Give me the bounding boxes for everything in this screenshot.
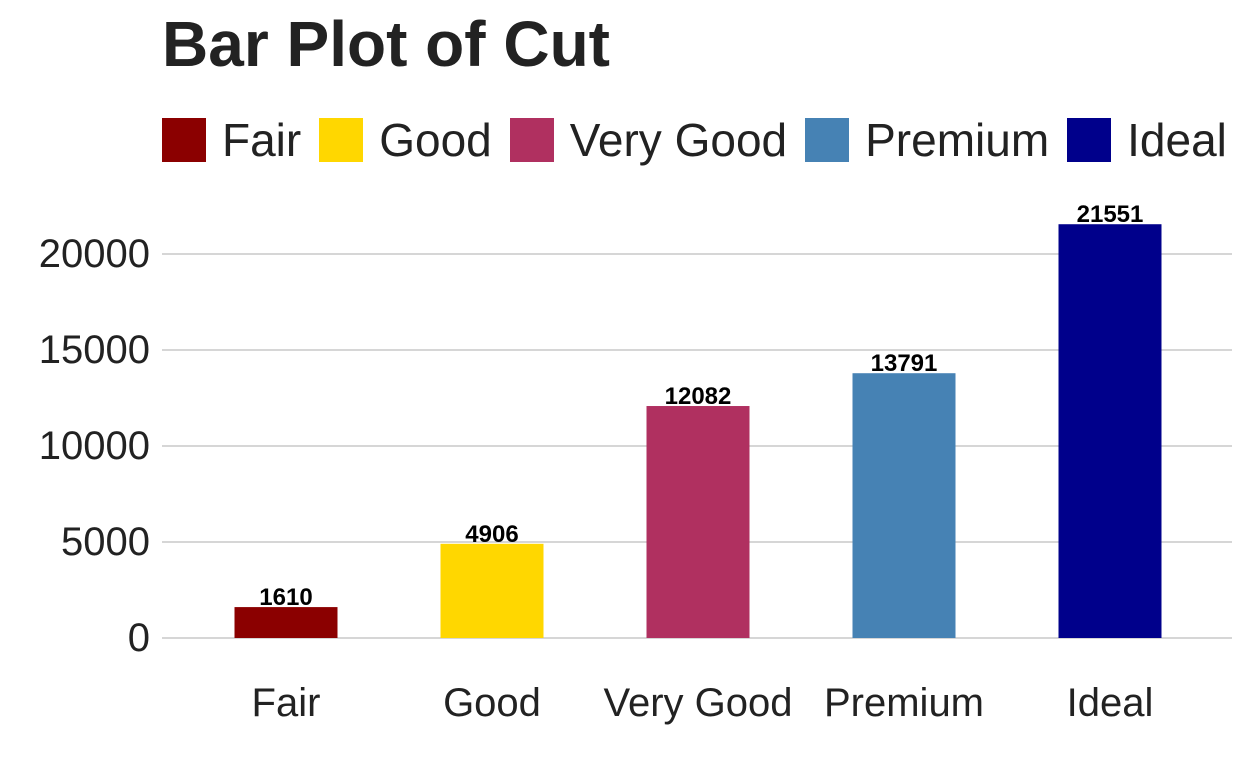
- legend-swatch-fair: [162, 118, 206, 162]
- y-tick-label-10000: 10000: [39, 424, 150, 468]
- chart-title: Bar Plot of Cut: [162, 8, 610, 80]
- legend-item-fair: Fair: [162, 112, 301, 168]
- legend-item-premium: Premium: [805, 112, 1049, 168]
- data-label-very-good: 12082: [665, 383, 732, 410]
- bar-very-good: [646, 406, 750, 638]
- x-tick-label-ideal: Ideal: [1067, 681, 1154, 725]
- legend-swatch-very-good: [509, 118, 554, 162]
- legend-label-ideal: Ideal: [1127, 114, 1227, 166]
- legend-item-ideal: Ideal: [1067, 112, 1227, 168]
- y-tick-label-20000: 20000: [39, 232, 150, 276]
- legend: Fair Good Very Good Premium Ideal: [162, 112, 1227, 168]
- legend-item-very-good: Very Good: [509, 112, 788, 168]
- legend-swatch-good: [319, 118, 364, 162]
- legend-swatch-premium: [805, 118, 850, 162]
- legend-label-premium: Premium: [865, 114, 1050, 166]
- legend-label-very-good: Very Good: [569, 114, 788, 166]
- y-tick-label-5000: 5000: [61, 520, 150, 564]
- bar-good: [440, 543, 544, 638]
- legend-label-good: Good: [379, 114, 492, 166]
- y-tick-label-0: 0: [128, 616, 150, 660]
- x-tick-label-premium: Premium: [824, 681, 984, 725]
- x-tick-label-fair: Fair: [252, 681, 321, 725]
- bar-ideal: [1058, 224, 1162, 638]
- data-label-ideal: 21551: [1077, 201, 1144, 228]
- data-label-fair: 1610: [259, 584, 312, 611]
- x-tick-label-very-good: Very Good: [603, 681, 792, 725]
- bar-premium: [852, 373, 956, 638]
- x-tick-label-good: Good: [443, 681, 541, 725]
- bar-fair: [234, 607, 338, 638]
- data-label-good: 4906: [465, 521, 518, 548]
- legend-swatch-ideal: [1067, 118, 1112, 162]
- y-tick-label-15000: 15000: [39, 328, 150, 372]
- legend-item-good: Good: [319, 112, 492, 168]
- legend-label-fair: Fair: [222, 114, 302, 166]
- data-label-premium: 13791: [871, 350, 938, 377]
